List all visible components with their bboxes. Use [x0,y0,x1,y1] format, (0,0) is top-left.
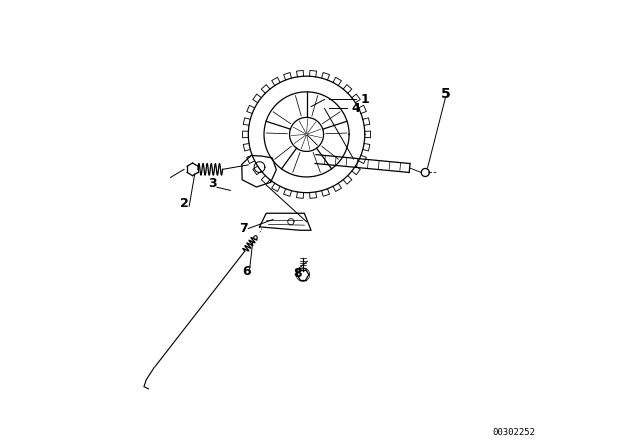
Text: 7: 7 [239,222,248,235]
Text: 1: 1 [360,93,369,106]
Text: 8: 8 [293,267,302,280]
Text: 5: 5 [440,87,451,101]
Text: 6: 6 [242,264,250,278]
Text: 00302252: 00302252 [492,428,535,437]
Text: 4: 4 [351,102,360,115]
Text: 2: 2 [180,197,189,211]
Text: 3: 3 [208,177,217,190]
